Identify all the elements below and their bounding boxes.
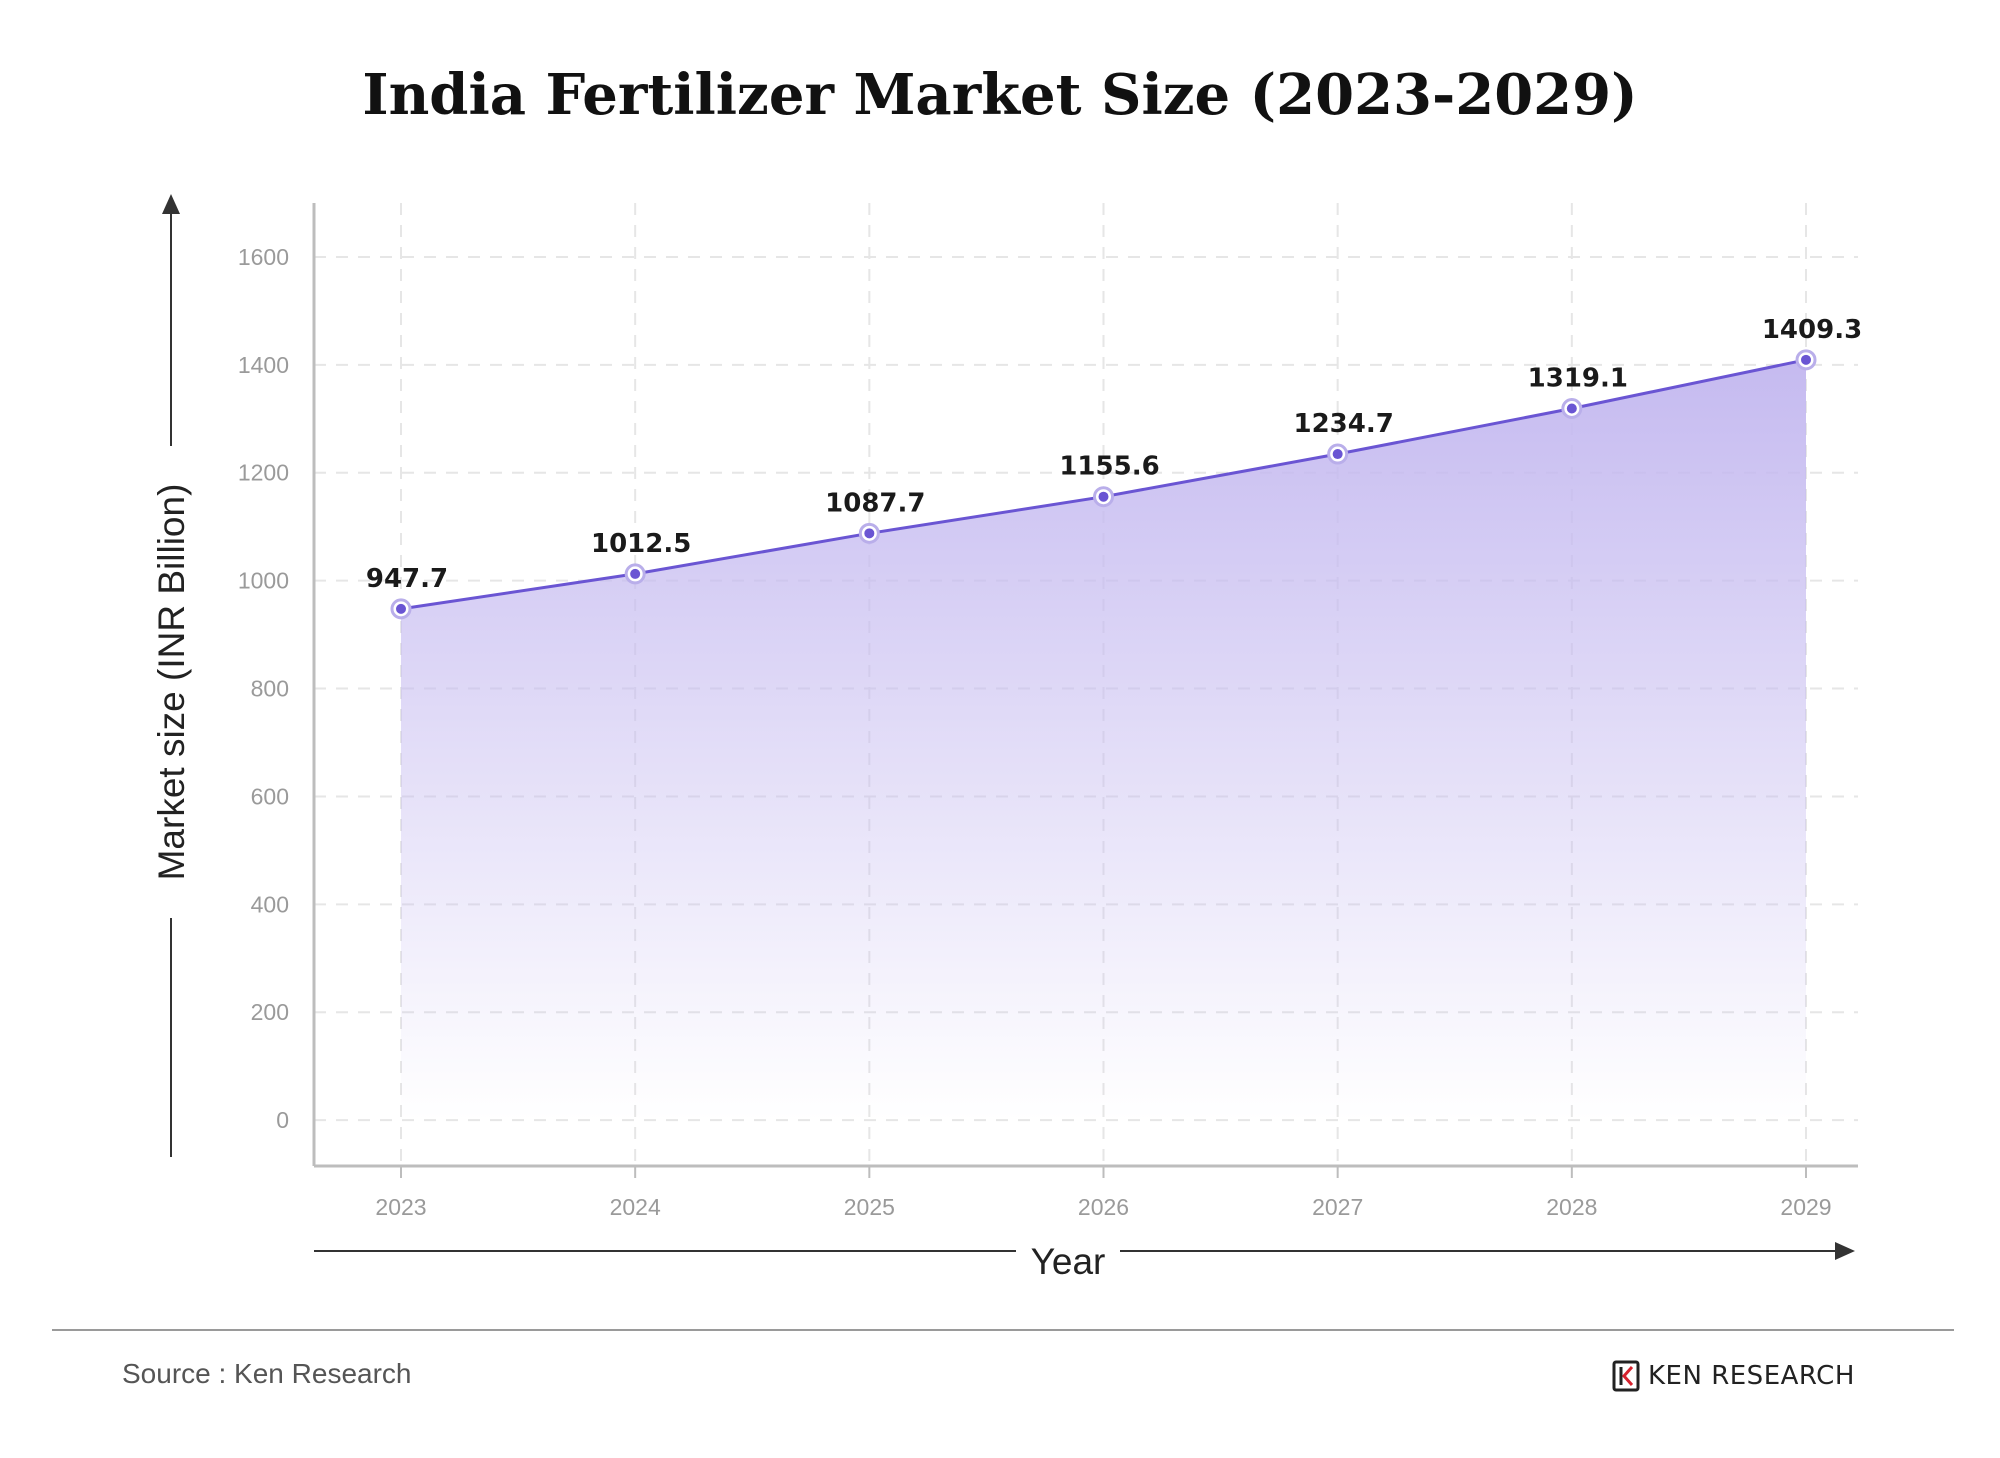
- x-tick-label: 2028: [1546, 1194, 1597, 1220]
- x-tick-label: 2029: [1780, 1194, 1831, 1220]
- x-tick-label: 2024: [610, 1194, 661, 1220]
- y-axis-arrow-head: [162, 194, 180, 214]
- data-label: 947.7: [366, 564, 448, 594]
- y-tick-label: 1000: [238, 568, 289, 594]
- x-tick-labels: 2023 2024 2025 2026 2027 2028 2029: [375, 1166, 1832, 1220]
- data-label: 1409.3: [1762, 315, 1862, 345]
- data-point: [1795, 349, 1817, 371]
- data-label: 1087.7: [825, 488, 925, 518]
- y-tick-label: 1400: [238, 352, 289, 378]
- area-fill: [401, 359, 1806, 1121]
- x-tick-label: 2023: [375, 1194, 426, 1220]
- y-tick-label: 1200: [238, 460, 289, 486]
- y-axis-title: Market size (INR Billion): [151, 484, 192, 881]
- x-tick-label: 2025: [844, 1194, 895, 1220]
- data-point: [1093, 486, 1114, 508]
- data-point: [1327, 443, 1349, 465]
- brand-name: KEN RESEARCH: [1648, 1361, 1855, 1391]
- data-label: 1155.6: [1059, 452, 1159, 482]
- footer-divider: [52, 1329, 1954, 1331]
- x-axis-title-group: Year: [314, 1241, 1855, 1282]
- y-tick-label: 600: [251, 783, 289, 809]
- y-tick-label: 800: [251, 676, 289, 702]
- brand-logo: KEN RESEARCH: [1612, 1360, 1855, 1392]
- data-markers: [390, 349, 1817, 620]
- data-point: [624, 563, 646, 585]
- x-tick-label: 2027: [1312, 1194, 1363, 1220]
- y-axis-title-group: Market size (INR Billion): [151, 194, 192, 1157]
- data-label: 1012.5: [591, 529, 691, 559]
- y-tick-label: 0: [276, 1107, 289, 1133]
- ken-research-logo-icon: [1612, 1360, 1640, 1392]
- y-tick-label: 1600: [238, 244, 289, 270]
- axes: [312, 203, 1858, 1168]
- y-tick-label: 200: [251, 999, 289, 1025]
- data-point: [858, 522, 880, 544]
- x-tick-label: 2026: [1078, 1194, 1129, 1220]
- y-tick-labels: 0 200 400 600 800 1000 1200 1400 1600: [238, 244, 289, 1133]
- y-tick-label: 400: [251, 891, 289, 917]
- data-point: [390, 598, 412, 620]
- source-note: Source : Ken Research: [122, 1358, 412, 1389]
- data-label: 1319.1: [1528, 363, 1628, 393]
- chart-title: India Fertilizer Market Size (2023-2029): [362, 62, 1638, 128]
- data-label: 1234.7: [1293, 409, 1393, 439]
- x-axis-arrow-head: [1835, 1242, 1855, 1260]
- data-point: [1561, 397, 1583, 419]
- data-labels: 947.7 1012.5 1087.7 1155.6 1234.7 1319.1 1409.…: [366, 315, 1862, 594]
- x-axis-title: Year: [1031, 1241, 1106, 1282]
